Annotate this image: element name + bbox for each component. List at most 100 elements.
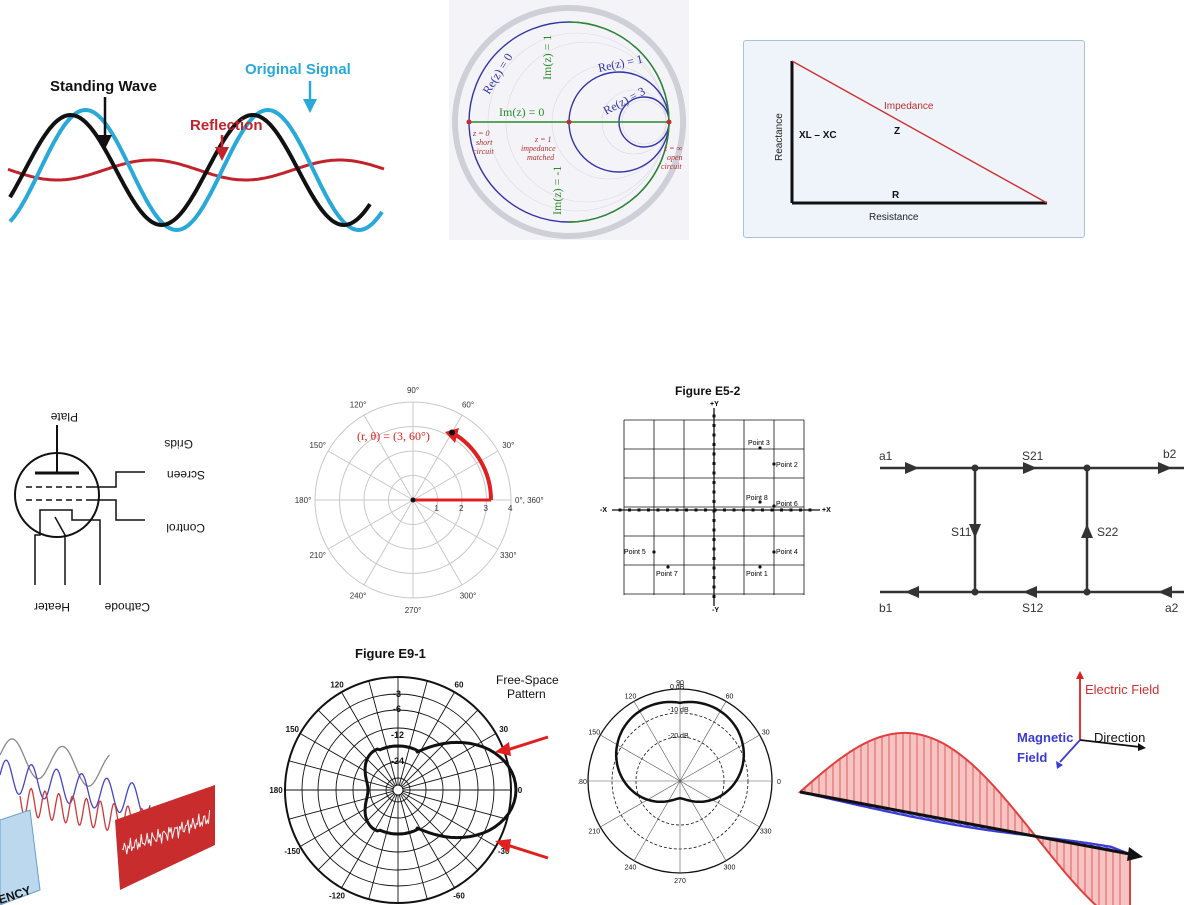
e52-y-tick: [712, 452, 716, 456]
e91-antenna-pattern: [363, 740, 518, 840]
db-12: -12: [391, 730, 404, 740]
r-label: R: [892, 190, 900, 201]
short-point: [466, 119, 472, 125]
s21-label: S21: [1022, 449, 1044, 463]
db-20: -20 dB: [668, 733, 689, 740]
e52-point-dot: [772, 462, 776, 466]
open-z: z = ∞: [663, 144, 683, 153]
magnetic-field-label-1: Magnetic: [1017, 730, 1073, 745]
plate-label: Plate: [50, 410, 78, 424]
e52-x-tick: [666, 508, 669, 512]
e52-point-dot: [652, 550, 656, 554]
e91-angle-label: -120: [329, 892, 346, 901]
electric-field-label: Electric Field: [1085, 682, 1159, 697]
em-wave-diagram: Electric Field Magnetic Field Direction: [797, 671, 1159, 905]
e52-y-tick: [712, 576, 716, 579]
e52-point-label: Point 5: [624, 549, 646, 556]
e91-angle-label: -150: [284, 847, 301, 856]
polar-angle-label: 60°: [462, 401, 474, 410]
polar-angle-label: 180°: [295, 496, 312, 505]
e91-ring: [392, 784, 404, 796]
e52-y-tick: [712, 528, 716, 532]
z-label: Z: [894, 126, 900, 137]
radiation-pattern: 90 120 60 150 30 180 0 210 330 240 300 270 0 dB -10…: [578, 680, 781, 885]
im-neg1-label: Im(z) = -1: [550, 166, 564, 215]
open-circuit-note: z = ∞ open circuit: [661, 144, 683, 171]
magnetic-axis: [1059, 739, 1081, 763]
e52-y-tick: [712, 490, 716, 494]
polar-angle-label: 120°: [350, 401, 367, 410]
polar-radius-label: 3: [484, 504, 489, 513]
e52-x-tick: [656, 508, 660, 512]
angle-arc: [450, 430, 493, 501]
polar-spoke-240: [363, 499, 414, 586]
time-frequency-panel: TIME ENCY: [0, 700, 240, 905]
b1-arrow: [905, 586, 919, 598]
e52-x-tick: [761, 508, 764, 512]
minus-y-label: -Y: [712, 607, 719, 614]
e52-x-tick: [780, 508, 783, 512]
vacuum-tube-panel: Plate Grids Screen Control Heater Cathod…: [0, 395, 215, 620]
node-1: [971, 464, 979, 472]
e52-x-tick: [675, 508, 679, 512]
polar-coordinates-diagram: (r, θ) = (3, 60°) 90° 60° 30° 0°, 360° 330° 3…: [295, 386, 544, 615]
standing-wave-panel: Standing Wave Original Signal Reflection: [0, 55, 390, 245]
b1-label: b1: [879, 601, 893, 615]
rp-spoke: [633, 780, 681, 861]
e52-x-tick: [742, 508, 745, 512]
polar-angle-labels: 90° 60° 30° 0°, 360° 330° 300° 270° 240° 210° 180…: [295, 386, 544, 615]
short-z: z = 0: [472, 129, 490, 138]
free-space-label-1: Free-Space: [496, 673, 559, 687]
rp-spoke: [600, 780, 681, 828]
e91-angle-label: 30: [499, 725, 508, 734]
time-frequency-illustration: TIME ENCY: [0, 738, 215, 905]
matched-1: impedance: [521, 144, 556, 153]
rp-spoke: [679, 780, 727, 861]
e91-db-labels: -3 -6 -12 -24: [391, 689, 404, 766]
e52-y-tick: [712, 566, 716, 570]
rp-spoke: [633, 701, 681, 782]
cathode-lead: [39, 509, 101, 585]
e91-spoke: [341, 691, 396, 786]
heater-label: Heater: [34, 600, 70, 614]
e52-y-tick: [712, 433, 716, 437]
e91-angle-label: 120: [330, 680, 344, 689]
e91-title: Figure E9-1: [355, 646, 426, 661]
rp-db-labels: 0 dB -10 dB -20 dB: [668, 684, 689, 740]
s12-arrow: [1023, 586, 1037, 598]
im0-label: Im(z) = 0: [499, 105, 544, 119]
resistance-label: Resistance: [869, 212, 919, 223]
rp-angle-label: 150: [588, 730, 600, 737]
e52-x-tick: [637, 508, 641, 512]
e52-x-tick: [694, 508, 698, 512]
reflection-wave: [7, 158, 385, 182]
standing-arrow-head: [98, 135, 112, 149]
polar-grid: [314, 401, 512, 599]
rp-angle-label: 210: [588, 829, 600, 836]
s22-label: S22: [1097, 525, 1119, 539]
e91-spoke: [402, 790, 508, 820]
e91-spoke: [402, 792, 497, 847]
e52-point-dot: [666, 565, 670, 569]
figure-e9-1-panel: Figure E9-1 120 60 150 30 180 0 -150 -30 -120 -60…: [255, 640, 575, 905]
plus-x-label: +X: [822, 507, 831, 514]
e91-angle-label: 60: [455, 680, 464, 689]
e52-point-label: Point 6: [776, 501, 798, 508]
impedance-triangle-panel: Reactance Resistance Impedance XL – XC Z…: [743, 40, 1085, 238]
original-signal-label: Original Signal: [245, 61, 351, 78]
polar-spoke-210: [327, 499, 414, 550]
e52-point-dot: [772, 504, 776, 508]
e91-spoke: [368, 794, 398, 900]
a2-arrow: [1158, 586, 1172, 598]
reflection-arrow-head: [215, 147, 229, 161]
e52-x-tick: [685, 508, 688, 512]
direction-axis: [1079, 739, 1141, 748]
rp-grid: [587, 688, 773, 874]
polar-angle-label: 150°: [309, 441, 326, 450]
e91-angle-label: 180: [269, 786, 283, 795]
polar-spoke-30: [412, 450, 499, 501]
e52-y-tick: [712, 547, 716, 551]
e52-x-tick: [647, 508, 650, 512]
heater-lead-1: [34, 520, 41, 585]
polar-angle-label: 270°: [405, 606, 422, 615]
